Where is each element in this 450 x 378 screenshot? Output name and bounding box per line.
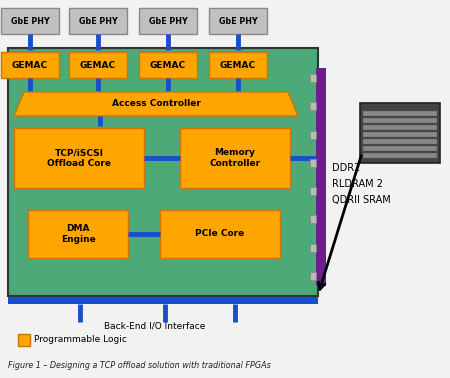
Text: GbE PHY: GbE PHY (79, 17, 117, 25)
Bar (363, 153, 437, 158)
Text: GEMAC: GEMAC (150, 60, 186, 70)
Text: PCIe Core: PCIe Core (195, 229, 245, 239)
Bar (363, 146, 437, 151)
Text: Access Controller: Access Controller (112, 99, 200, 108)
Bar (8, 296, 318, 304)
Text: GbE PHY: GbE PHY (11, 17, 50, 25)
Text: GEMAC: GEMAC (12, 60, 48, 70)
Bar (14, 128, 144, 188)
Text: Figure 1 – Designing a TCP offload solution with traditional FPGAs: Figure 1 – Designing a TCP offload solut… (8, 361, 271, 370)
Bar (360, 103, 440, 163)
Bar (310, 215, 316, 223)
Text: RLDRAM 2: RLDRAM 2 (332, 179, 383, 189)
Text: TCP/iSCSI
Offload Core: TCP/iSCSI Offload Core (47, 148, 111, 168)
Text: Programmable Logic: Programmable Logic (34, 336, 127, 344)
Text: QDRII SRAM: QDRII SRAM (332, 195, 391, 205)
Bar (310, 187, 316, 195)
Bar (69, 8, 127, 34)
Bar (1, 8, 59, 34)
Bar (8, 48, 318, 296)
Bar (363, 139, 437, 144)
Text: Back-End I/O Interface: Back-End I/O Interface (104, 322, 206, 330)
Text: GbE PHY: GbE PHY (148, 17, 187, 25)
Bar (139, 8, 197, 34)
Text: DMA
Engine: DMA Engine (61, 224, 95, 244)
Bar (310, 102, 316, 110)
Text: GEMAC: GEMAC (220, 60, 256, 70)
Text: DDR2: DDR2 (332, 163, 360, 173)
Bar (69, 52, 127, 78)
Bar (363, 132, 437, 137)
Bar (28, 210, 128, 258)
Bar (310, 272, 316, 280)
Bar (180, 128, 290, 188)
Bar (316, 68, 326, 286)
Polygon shape (14, 92, 298, 116)
Bar (209, 52, 267, 78)
Bar (310, 159, 316, 167)
Bar (310, 130, 316, 139)
Bar (310, 74, 316, 82)
Bar (310, 244, 316, 252)
Text: GbE PHY: GbE PHY (219, 17, 257, 25)
Bar (139, 52, 197, 78)
Text: GEMAC: GEMAC (80, 60, 116, 70)
Bar (160, 210, 280, 258)
Text: Memory
Controller: Memory Controller (209, 148, 261, 168)
Bar (1, 52, 59, 78)
Bar (363, 125, 437, 130)
Bar (363, 111, 437, 116)
Bar (18, 334, 30, 346)
Bar (363, 118, 437, 123)
Bar (209, 8, 267, 34)
